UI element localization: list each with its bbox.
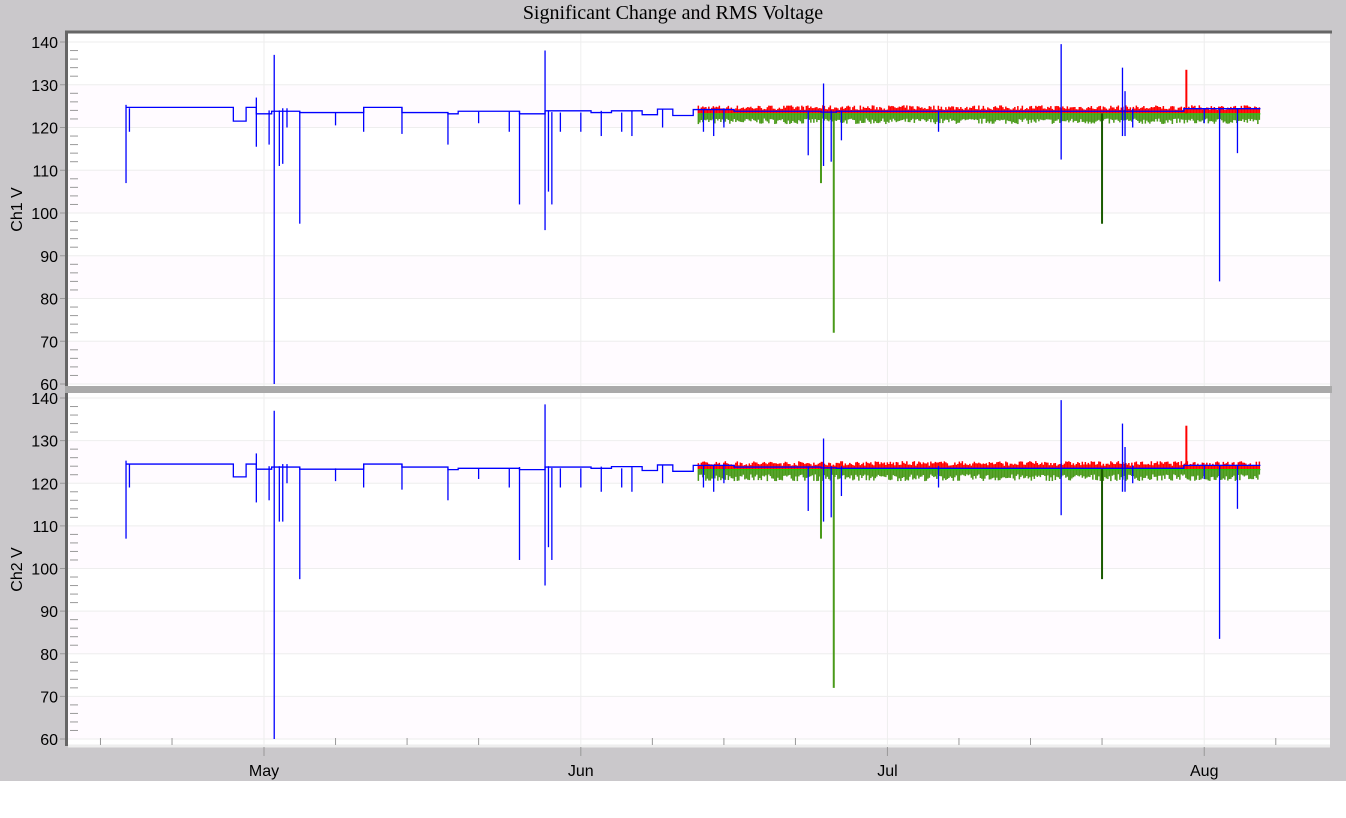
y-tick-label: 110 <box>32 163 58 180</box>
y-tick-label: 140 <box>31 35 58 52</box>
y-axis-label: Ch1 V <box>9 187 26 232</box>
y-tick-label: 120 <box>31 121 58 138</box>
y-tick-label: 120 <box>31 476 58 493</box>
chart-title: Significant Change and RMS Voltage <box>522 2 824 24</box>
y-tick-label: 70 <box>40 689 58 706</box>
y-tick-label: 90 <box>40 604 58 621</box>
plot-band <box>68 611 1330 654</box>
y-tick-label: 70 <box>40 334 58 351</box>
panel-2: 140 130 120 110 100 90 80 70 60 Ch2 V <box>9 391 1330 749</box>
plot-band <box>68 341 1330 384</box>
y-tick-label: 80 <box>40 647 58 664</box>
x-tick-label: Jun <box>568 763 594 780</box>
y-tick-label: 140 <box>31 391 58 408</box>
plot-band <box>68 255 1330 299</box>
y-axis-label: Ch2 V <box>9 547 26 592</box>
y-tick-label: 130 <box>31 78 58 95</box>
y-tick-label: 60 <box>40 732 58 749</box>
y-tick-label: 110 <box>32 519 58 536</box>
y-tick-label: 100 <box>31 206 58 223</box>
y-tick-label: 80 <box>40 292 58 309</box>
y-tick-label: 90 <box>40 249 58 266</box>
x-tick-label: May <box>249 763 279 780</box>
panel-separator <box>65 386 1332 393</box>
y-tick-label: 100 <box>31 562 58 579</box>
y-tick-label: 60 <box>40 377 58 394</box>
plot-band <box>68 696 1330 739</box>
x-tick-label: Jul <box>877 763 897 780</box>
x-tick-label: Aug <box>1190 763 1218 780</box>
plot-band <box>68 525 1330 569</box>
y-tick-label: 130 <box>31 434 58 451</box>
panel-1: 140 130 120 110 100 90 80 70 60 Ch1 V <box>9 30 1332 394</box>
plot-band <box>68 170 1330 213</box>
